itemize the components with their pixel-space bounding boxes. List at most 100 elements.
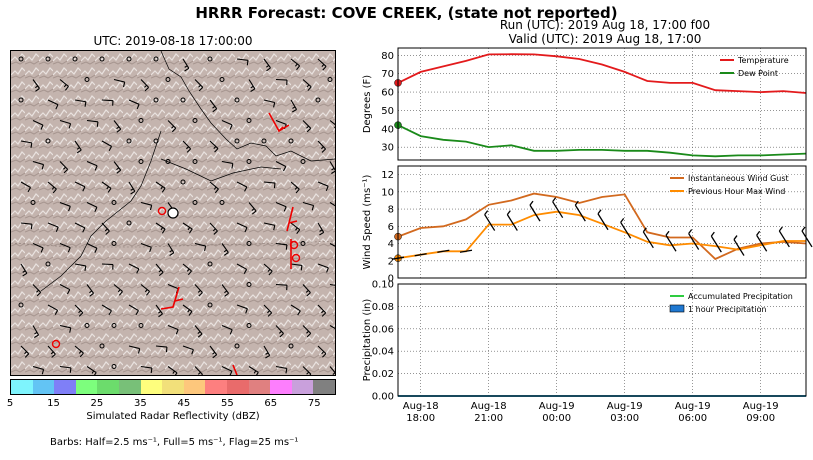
wind-barbs	[18, 56, 335, 375]
series-line-1	[397, 124, 807, 158]
wind-barb	[86, 366, 97, 375]
direction-barb-flag	[506, 210, 511, 215]
calm-wind-circle	[234, 138, 240, 144]
wind-barb	[155, 263, 164, 277]
direction-barb	[459, 249, 473, 253]
legend-swatch	[669, 304, 685, 313]
wind-barb	[302, 79, 312, 91]
wind-barb	[167, 120, 177, 133]
state-border-north	[160, 51, 335, 162]
wind-barb	[209, 345, 218, 359]
wind-barb	[194, 284, 203, 297]
calm-wind-circle	[207, 302, 213, 308]
wind-barb	[302, 284, 311, 297]
direction-barb-flag	[688, 229, 693, 234]
colorbar-swatch	[54, 380, 76, 394]
colorbar-swatch	[75, 380, 98, 394]
radar-map	[10, 50, 336, 376]
station-barb	[268, 112, 290, 133]
wind-barb	[32, 284, 42, 297]
wind-barb	[248, 366, 259, 375]
calm-wind-circle	[153, 56, 159, 62]
y-tick-label: 0.04	[372, 347, 394, 358]
direction-barb	[414, 253, 427, 257]
wind-barb	[59, 242, 71, 253]
calm-wind-circle	[165, 159, 171, 164]
wind-barb	[236, 181, 248, 192]
colorbar-swatch	[11, 380, 33, 394]
colorbar-tick-label: 35	[134, 398, 147, 409]
direction-barb-flag	[665, 230, 670, 236]
calm-wind-circle	[126, 56, 132, 62]
wind-barb	[140, 201, 153, 211]
direction-barb	[710, 235, 722, 253]
wind-barb	[113, 161, 122, 174]
calm-wind-circle	[111, 364, 117, 369]
wind-barb	[236, 263, 248, 274]
wind-barb	[155, 345, 168, 353]
chart-panel-2: 0 2 4 6 8 10 12 Wind Speed (ms⁻¹) Instantaneous …	[362, 165, 813, 285]
wind-barb	[302, 120, 312, 133]
calm-wind-circle	[315, 97, 321, 103]
wind-barb	[140, 242, 152, 253]
wind-barb	[128, 345, 141, 354]
direction-barb	[597, 213, 609, 231]
direction-barb-flag	[778, 226, 783, 232]
calm-wind-circle	[246, 159, 252, 164]
wind-barb	[86, 160, 98, 171]
wind-barb	[275, 78, 288, 86]
wind-barb	[275, 201, 287, 212]
y-tick-label: 0	[388, 274, 394, 285]
wind-barb	[221, 284, 230, 297]
wind-barb	[275, 161, 287, 172]
y-tick-label: 6	[388, 222, 394, 233]
run-time-label: Run (UTC): 2019 Aug 18, 17:00 f00	[499, 18, 711, 32]
wind-barb	[32, 365, 45, 375]
colorbar-tick-label: 75	[307, 398, 321, 409]
reflectivity-colorbar	[10, 379, 336, 395]
wind-barb	[182, 58, 190, 72]
station-markers	[51, 112, 301, 375]
calm-wind-circle	[99, 56, 105, 62]
calm-wind-circle	[126, 138, 132, 144]
colorbar-swatch	[226, 380, 249, 394]
wind-barb	[248, 79, 256, 92]
calm-wind-circle	[138, 159, 144, 164]
calm-wind-circle	[99, 343, 105, 349]
calm-wind-circle	[192, 200, 198, 205]
wind-barb	[194, 366, 203, 375]
wind-barb	[47, 99, 59, 110]
colorbar-label: Simulated Radar Reflectivity (dBZ)	[86, 411, 260, 422]
state-border-central	[160, 158, 282, 182]
wind-barb	[236, 58, 249, 66]
colorbar-swatch	[291, 380, 314, 394]
x-tick-time: 03:00	[610, 413, 639, 424]
calm-wind-circle	[246, 241, 252, 246]
wind-barb	[263, 58, 271, 72]
wind-barb	[59, 284, 71, 295]
wind-barb	[47, 181, 57, 194]
state-border-west	[40, 130, 162, 292]
calm-wind-circle	[219, 77, 225, 82]
direction-barb-flag	[733, 235, 738, 240]
wind-barb	[209, 181, 219, 194]
wind-barb	[140, 284, 150, 296]
map-title: UTC: 2019-08-18 17:00:00	[93, 34, 253, 48]
wind-barb	[101, 181, 112, 193]
wind-barb	[317, 345, 327, 358]
calm-wind-circle	[207, 56, 213, 62]
calm-wind-circle	[45, 138, 51, 144]
direction-barb-flag	[710, 231, 715, 237]
wind-barb	[32, 120, 44, 130]
wind-barb	[194, 79, 204, 92]
wind-barb	[221, 366, 233, 375]
station-marker	[167, 207, 179, 219]
map-canvas	[11, 51, 335, 375]
calm-wind-circle	[72, 56, 78, 62]
wind-barb	[290, 99, 298, 113]
wind-barb	[290, 304, 301, 316]
wind-barb	[59, 119, 72, 129]
direction-barb	[506, 214, 518, 231]
wind-barb	[32, 242, 44, 253]
plot-area	[398, 166, 806, 278]
